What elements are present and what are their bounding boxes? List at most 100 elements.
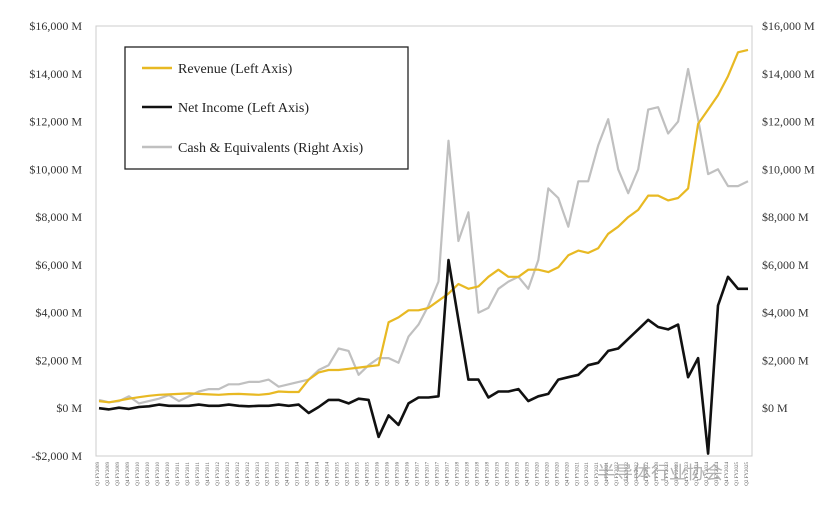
x-axis-tick-label: Q3 FY2012 (236, 462, 241, 486)
x-axis-tick-label: Q3 FY2023 (675, 462, 680, 486)
left-axis-tick-label: $8,000 M (35, 210, 82, 224)
x-axis-tick-label: Q2 FY2025 (745, 462, 750, 486)
plot-frame (95, 25, 753, 457)
x-axis-tick-label: Q3 FY2015 (356, 462, 361, 486)
x-axis-tick-label: Q3 FY2011 (196, 462, 201, 486)
x-axis-tick-label: Q3 FY2010 (156, 462, 161, 486)
left-axis-tick-label: $6,000 M (35, 258, 82, 272)
x-axis-tick-label: Q4 FY2010 (166, 462, 171, 486)
left-axis-tick-label: $0 M (56, 401, 82, 415)
x-axis-tick-label: Q3 FY2017 (435, 462, 440, 486)
right-axis-tick-label: $4,000 M (762, 306, 809, 320)
series-line-revenue-left-axis (98, 48, 749, 404)
left-axis-tick-label: $4,000 M (35, 306, 82, 320)
x-axis-tick-label: Q2 FY2011 (186, 462, 191, 486)
right-axis-tick-label: $8,000 M (762, 210, 809, 224)
x-axis-tick-label: Q3 FY2019 (515, 462, 520, 486)
x-axis-tick-label: Q1 FY2015 (336, 462, 341, 486)
x-axis-tick-label: Q2 FY2012 (226, 462, 231, 486)
x-axis-tick-label: Q3 FY2021 (595, 462, 600, 486)
legend-box (124, 46, 409, 170)
legend: Revenue (Left Axis) Net Income (Left Axi… (124, 46, 409, 170)
x-axis-tick-label: Q1 FY2019 (495, 462, 500, 486)
x-axis-tick-label: Q2 FY2013 (266, 462, 271, 486)
x-axis-tick-label: Q1 FY2016 (376, 462, 381, 486)
x-axis-tick-label: Q2 FY2009 (106, 462, 111, 486)
x-axis-tick-label: Q2 FY2019 (505, 462, 510, 486)
x-axis-tick-label: Q1 FY2017 (416, 462, 421, 486)
legend-label-net-income: Net Income (Left Axis) (178, 101, 309, 116)
x-axis-tick-label: Q3 FY2009 (116, 462, 121, 486)
x-axis-ticks: Q1 FY2009 Q2 FY2009 Q3 FY2009 Q4 FY2009 Q1 F… (96, 462, 750, 486)
right-axis-tick-label: $0 M (762, 401, 788, 415)
x-axis-tick-label: Q1 FY2009 (96, 462, 101, 486)
x-axis-tick-label: Q3 FY2020 (555, 462, 560, 486)
x-axis-tick-label: Q1 FY2011 (176, 462, 181, 486)
x-axis-tick-label: Q4 FY2015 (366, 462, 371, 486)
left-axis-tick-label: $14,000 M (29, 67, 82, 81)
x-axis-tick-label: Q2 FY2023 (665, 462, 670, 486)
right-axis-tick-label: $16,000 M (762, 19, 815, 33)
x-axis-tick-label: Q2 FY2018 (465, 462, 470, 486)
x-axis-tick-label: Q2 FY2024 (705, 462, 710, 486)
x-axis-tick-label: Q4 FY2016 (406, 462, 411, 486)
x-axis-tick-label: Q2 FY2014 (306, 462, 311, 486)
x-axis-tick-label: Q4 FY2013 (286, 462, 291, 486)
x-axis-tick-label: Q4 FY2023 (685, 462, 690, 486)
left-axis-tick-label: -$2,000 M (31, 449, 82, 463)
left-axis-ticks: -$2,000 M $0 M $2,000 M $4,000 M $6,000 M $8,… (29, 19, 82, 463)
x-axis-tick-label: Q1 FY2021 (575, 462, 580, 486)
x-axis-tick-label: Q1 FY2010 (136, 462, 141, 486)
legend-label-revenue: Revenue (Left Axis) (178, 62, 293, 77)
x-axis-tick-label: Q2 FY2022 (625, 462, 630, 486)
x-axis-tick-label: Q3 FY2022 (635, 462, 640, 486)
x-axis-tick-label: Q1 FY2012 (216, 462, 221, 486)
x-axis-tick-label: Q4 FY2018 (485, 462, 490, 486)
right-axis-ticks: $0 M $2,000 M $4,000 M $6,000 M $8,000 M $10,… (762, 19, 815, 415)
x-axis-tick-label: Q4 FY2014 (326, 462, 331, 486)
x-axis-tick-label: Q1 FY2022 (615, 462, 620, 486)
series-line-cash-equivalents-right-axis (98, 67, 749, 405)
x-axis-tick-label: Q3 FY2018 (475, 462, 480, 486)
watermark: 半导体行业协会 (597, 463, 723, 484)
x-axis-tick-label: Q4 FY2011 (206, 462, 211, 486)
x-axis-tick-label: Q4 FY2021 (605, 462, 610, 486)
x-axis-tick-label: Q1 FY2014 (296, 462, 301, 486)
x-axis-tick-label: Q2 FY2016 (386, 462, 391, 486)
x-axis-tick-label: Q4 FY2017 (445, 462, 450, 486)
right-axis-tick-label: $6,000 M (762, 258, 809, 272)
x-axis-tick-label: Q3 FY2014 (316, 462, 321, 486)
left-axis-tick-label: $12,000 M (29, 115, 82, 129)
x-axis-tick-label: Q2 FY2015 (346, 462, 351, 486)
x-axis-tick-label: Q2 FY2010 (146, 462, 151, 486)
right-axis-tick-label: $12,000 M (762, 115, 815, 129)
x-axis-tick-label: Q1 FY2024 (695, 462, 700, 486)
x-axis-tick-label: Q4 FY2020 (565, 462, 570, 486)
x-axis-tick-label: Q2 FY2017 (425, 462, 430, 486)
x-axis-tick-label: Q4 FY2012 (246, 462, 251, 486)
right-axis-tick-label: $14,000 M (762, 67, 815, 81)
x-axis-tick-label: Q3 FY2024 (715, 462, 720, 486)
series-lines (98, 48, 749, 455)
x-axis-tick-label: Q2 FY2021 (585, 462, 590, 486)
x-axis-tick-label: Q1 FY2013 (256, 462, 261, 486)
x-axis-tick-label: Q2 FY2020 (545, 462, 550, 486)
x-axis-tick-label: Q3 FY2013 (276, 462, 281, 486)
right-axis-tick-label: $10,000 M (762, 162, 815, 176)
x-axis-tick-label: Q4 FY2024 (725, 462, 730, 486)
x-axis-tick-label: Q4 FY2009 (126, 462, 131, 486)
x-axis-tick-label: Q1 FY2025 (735, 462, 740, 486)
left-axis-tick-label: $16,000 M (29, 19, 82, 33)
legend-label-cash: Cash & Equivalents (Right Axis) (178, 141, 363, 156)
x-axis-tick-label: Q4 FY2019 (525, 462, 530, 486)
x-axis-tick-label: Q1 FY2023 (655, 462, 660, 486)
right-axis-tick-label: $2,000 M (762, 353, 809, 367)
x-axis-tick-label: Q3 FY2016 (396, 462, 401, 486)
x-axis-tick-label: Q1 FY2018 (455, 462, 460, 486)
x-axis-tick-label: Q1 FY2020 (535, 462, 540, 486)
series-line-net-income-left-axis (98, 258, 748, 455)
left-axis-tick-label: $2,000 M (35, 353, 82, 367)
left-axis-tick-label: $10,000 M (29, 162, 82, 176)
x-axis-tick-label: Q4 FY2022 (645, 462, 650, 486)
